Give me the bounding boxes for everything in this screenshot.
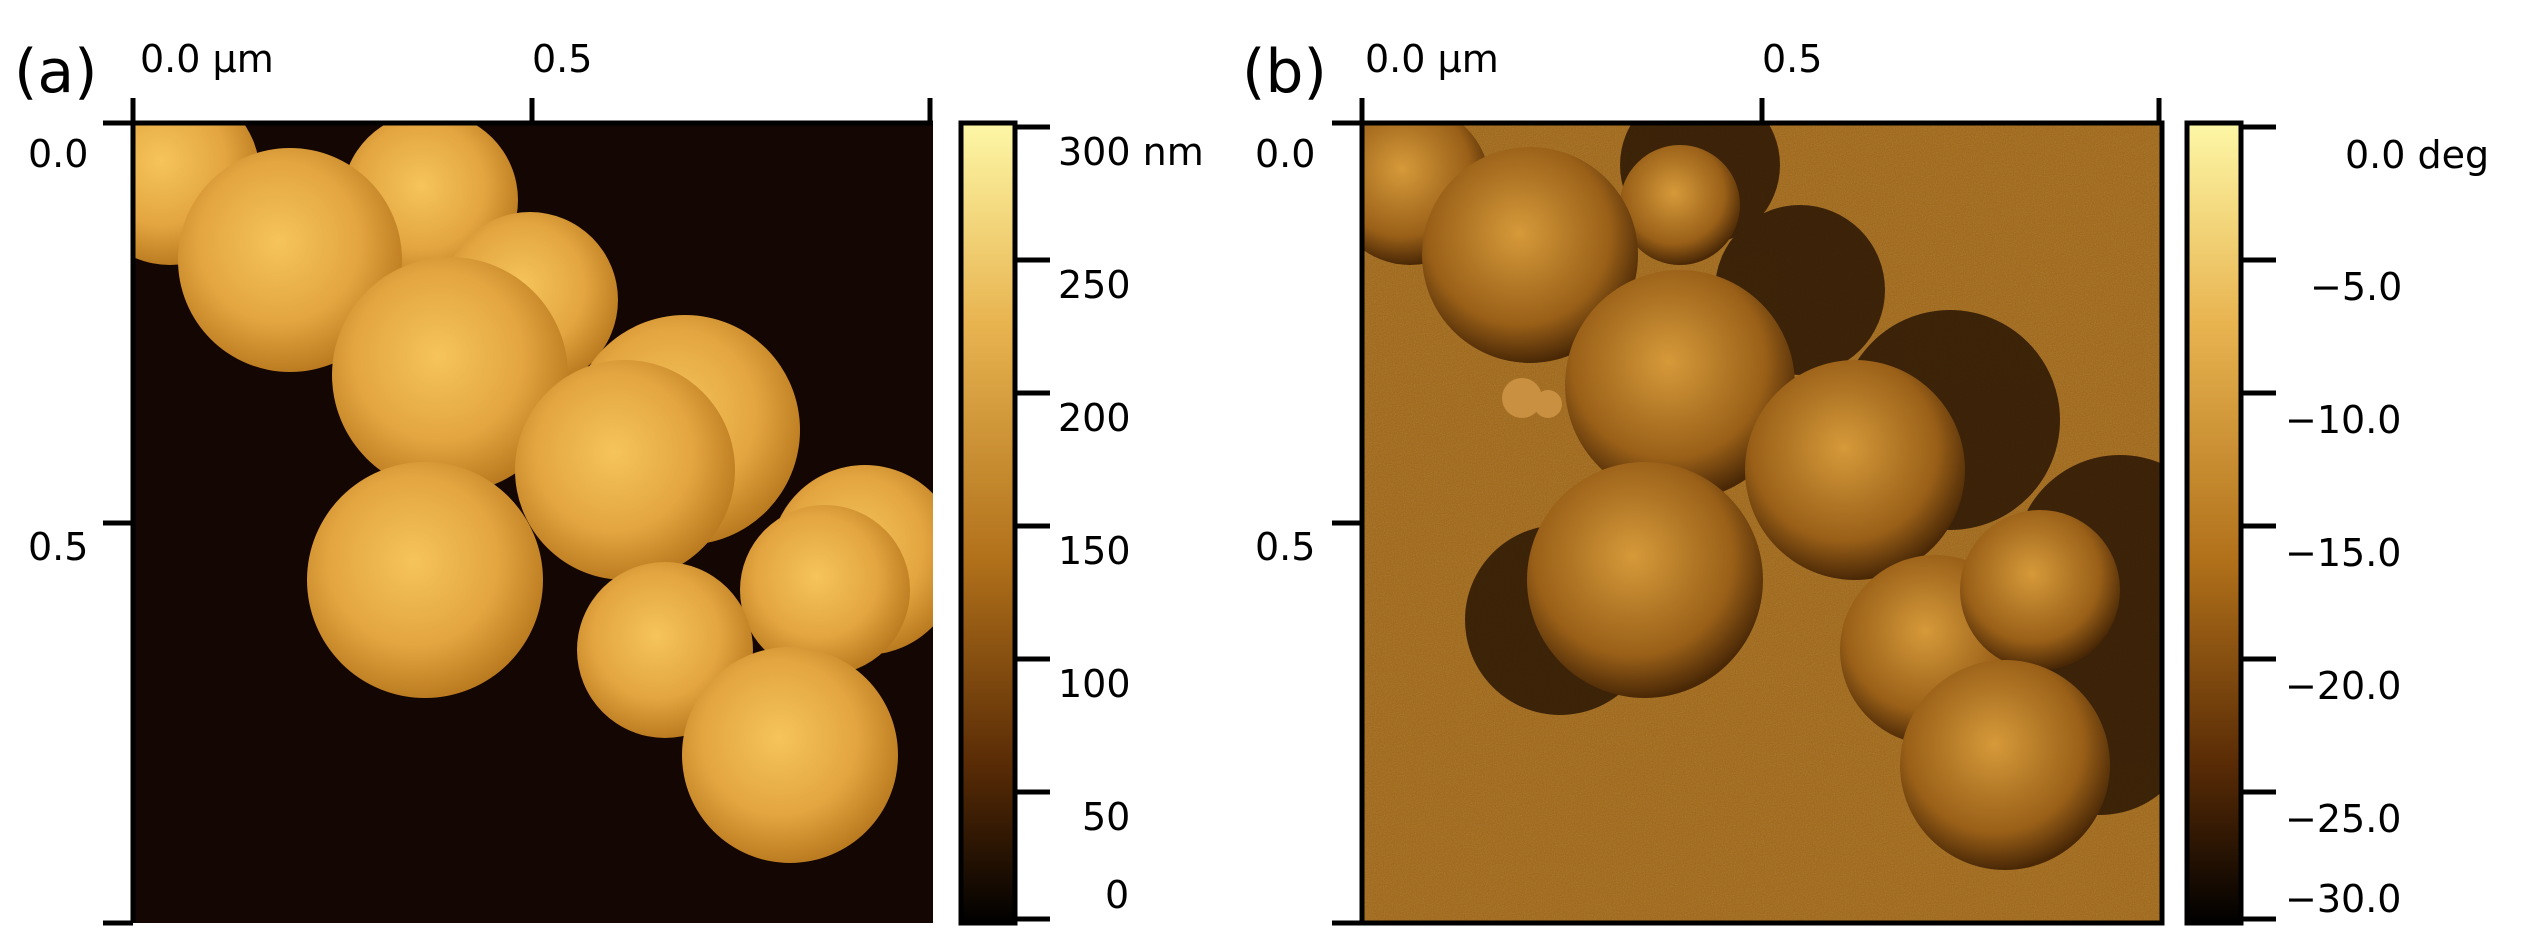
panel-b-ytick-1: 0.5	[1255, 525, 1315, 569]
panel-a-ytick-1: 0.5	[28, 525, 88, 569]
colorbar-b-tick-5: −25.0	[2285, 797, 2401, 841]
colorbar-a-tick-3: 150	[1058, 529, 1131, 573]
panel-a: (a) 0.0 µm 0.5	[14, 37, 1204, 926]
panel-a-image	[133, 123, 933, 923]
colorbar-b-tick-0: 0.0 deg	[2345, 133, 2489, 177]
panel-b-colorbar: 0.0 deg −5.0 −10.0 −15.0 −20.0 −25.0 −30…	[2184, 120, 2489, 926]
panel-a-ytick-0: 0.0	[28, 132, 88, 176]
panel-b-image	[1362, 123, 2162, 923]
colorbar-a-tick-0: 300 nm	[1058, 130, 1204, 174]
panel-a-colorbar: 300 nm 250 200 150 100 50 0	[958, 120, 1204, 926]
colorbar-b-tick-1: −5.0	[2310, 265, 2402, 309]
colorbar-b-tick-3: −15.0	[2285, 531, 2401, 575]
colorbar-a-tick-2: 200	[1058, 396, 1131, 440]
panel-b-label: (b)	[1242, 37, 1327, 107]
panel-b: (b)	[1242, 37, 2489, 926]
colorbar-a-tick-6: 0	[1105, 873, 1129, 917]
panel-b-ytick-0: 0.0	[1255, 132, 1315, 176]
panel-a-xtick-0: 0.0 µm	[140, 37, 274, 81]
panel-a-label: (a)	[14, 37, 98, 107]
panel-a-axes	[103, 98, 933, 926]
panel-a-xtick-1: 0.5	[532, 37, 592, 81]
colorbar-b-tick-6: −30.0	[2285, 877, 2401, 921]
panel-b-xtick-1: 0.5	[1762, 37, 1822, 81]
colorbar-b-tick-4: −20.0	[2285, 664, 2401, 708]
colorbar-a-tick-1: 250	[1058, 263, 1131, 307]
panel-b-xtick-0: 0.0 µm	[1365, 37, 1499, 81]
colorbar-a-tick-5: 50	[1082, 795, 1130, 839]
colorbar-b-tick-2: −10.0	[2285, 398, 2401, 442]
panel-b-axes	[1332, 98, 2165, 926]
colorbar-a-tick-4: 100	[1058, 662, 1131, 706]
